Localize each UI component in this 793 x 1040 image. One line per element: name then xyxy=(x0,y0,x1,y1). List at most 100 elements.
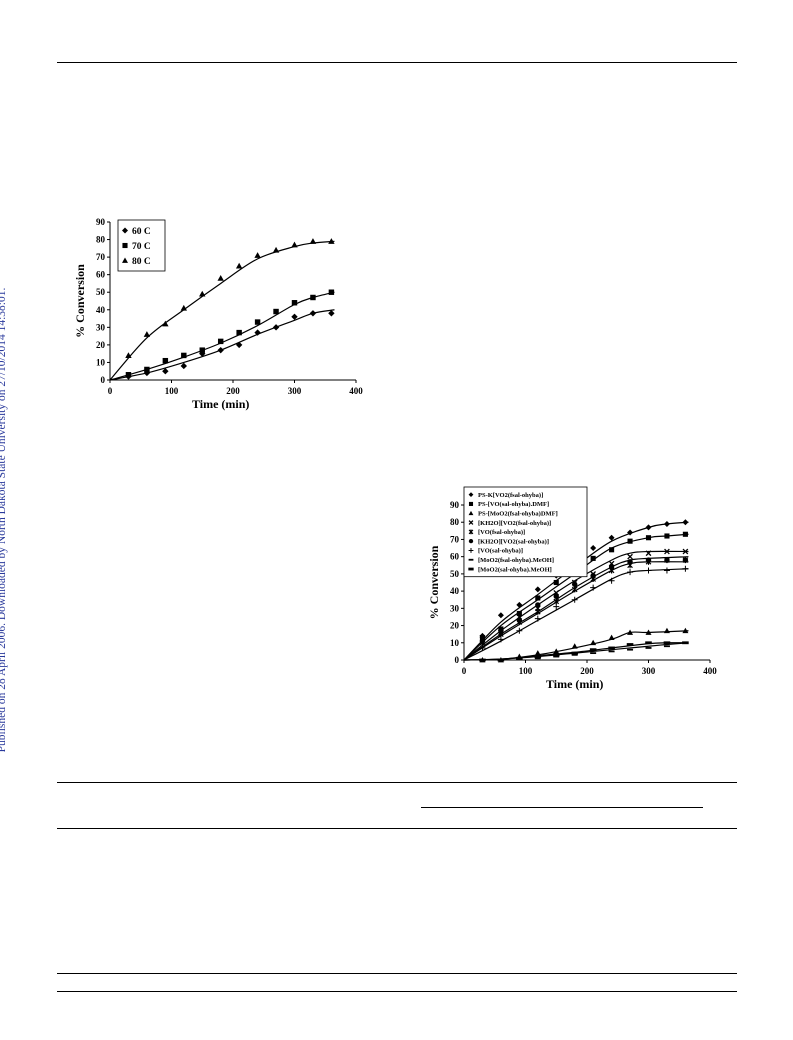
data-point xyxy=(236,329,242,336)
data-point xyxy=(535,602,541,608)
data-point xyxy=(608,650,615,653)
data-point xyxy=(553,579,559,586)
y-tick-label: 70 xyxy=(96,252,106,262)
legend-label: PS-K[VO2(fsal-ohyba)] xyxy=(478,492,543,499)
legend-marker xyxy=(122,242,128,249)
fit-line xyxy=(463,642,689,661)
x-axis-title: Time (min) xyxy=(546,677,603,691)
data-point xyxy=(645,550,652,557)
data-point xyxy=(553,655,560,658)
legend-label: 70 C xyxy=(132,242,151,252)
data-point xyxy=(663,520,670,527)
data-point xyxy=(608,534,615,541)
data-point xyxy=(235,341,243,349)
fit-line xyxy=(463,561,689,661)
x-tick-label: 300 xyxy=(288,386,302,396)
data-point xyxy=(498,628,504,634)
data-point xyxy=(235,262,243,269)
data-point xyxy=(590,652,597,655)
data-point xyxy=(645,524,652,531)
data-point xyxy=(125,372,132,378)
data-point xyxy=(497,636,504,643)
data-point xyxy=(552,653,560,657)
legend: PS-K[VO2(fsal-ohyba)] PS-[VO(sal-ohyba).D… xyxy=(463,486,588,578)
data-point xyxy=(571,643,578,649)
data-point xyxy=(682,627,689,634)
catalyst-conversion-chart: 0 10 20 30 40 50 60 70 80 90 0 100 200 300 400 Time (mi… xyxy=(427,486,717,691)
data-point xyxy=(479,635,485,641)
data-point xyxy=(664,548,670,555)
series-5 xyxy=(463,557,689,661)
legend-marker xyxy=(468,510,474,516)
data-point xyxy=(199,290,206,297)
data-point xyxy=(254,329,261,336)
data-point xyxy=(682,531,688,537)
data-point xyxy=(144,366,150,373)
data-point xyxy=(590,545,597,552)
y-tick-label: 80 xyxy=(96,235,106,245)
data-point xyxy=(516,656,523,660)
y-tick-label: 0 xyxy=(455,655,460,665)
legend-label: [VO(fsal-ohyba)] xyxy=(478,529,525,536)
x-tick-label: 0 xyxy=(108,386,113,396)
data-point xyxy=(309,238,317,244)
legend-label: [MoO2(fsal-ohyba).MeOH] xyxy=(478,557,554,564)
data-point xyxy=(553,603,560,610)
x-tick-label: 400 xyxy=(703,666,717,676)
data-point xyxy=(627,648,634,651)
legend-marker xyxy=(468,558,474,561)
data-point xyxy=(516,601,523,608)
data-point xyxy=(125,352,132,358)
data-point xyxy=(162,320,169,327)
legend-box xyxy=(463,486,588,578)
data-point xyxy=(608,634,615,641)
data-point xyxy=(627,529,634,536)
data-point xyxy=(534,657,541,660)
data-point xyxy=(645,641,652,645)
y-tick-label: 40 xyxy=(450,586,460,596)
data-point xyxy=(682,548,689,555)
footer-rule-1 xyxy=(57,973,737,974)
data-point xyxy=(497,612,504,619)
y-axis-title: % Conversion xyxy=(427,545,441,619)
legend-marker xyxy=(468,520,474,525)
data-point xyxy=(590,639,597,646)
data-point xyxy=(479,638,486,644)
data-point xyxy=(608,564,615,570)
data-point xyxy=(663,567,670,574)
data-point xyxy=(180,362,187,370)
data-point xyxy=(162,368,169,375)
x-axis-title: Time (min) xyxy=(192,397,249,411)
x-tick-label: 200 xyxy=(580,666,594,676)
y-axis-title: % Conversion xyxy=(73,264,87,338)
y-tick-label: 20 xyxy=(450,621,460,631)
section-rule-2 xyxy=(57,828,737,829)
data-point xyxy=(645,535,652,541)
data-point xyxy=(609,547,615,553)
legend-marker xyxy=(122,257,128,263)
data-point xyxy=(571,653,578,656)
legend-label: 60 C xyxy=(132,227,151,237)
data-point xyxy=(291,241,298,248)
data-point xyxy=(663,641,671,645)
legend-label: PS-[MoO2(fsal-ohyba)DMF] xyxy=(478,511,558,518)
legend-label: [KH2O][VO2(sal-ohyba)] xyxy=(478,538,549,545)
data-point xyxy=(627,553,633,560)
legend-label: [KH2O][VO2(fsal-ohyba)] xyxy=(478,520,551,527)
legend-marker xyxy=(468,529,474,535)
y-tick-label: 60 xyxy=(450,552,460,562)
legend-marker xyxy=(468,567,474,571)
data-point xyxy=(682,641,689,645)
data-point xyxy=(534,655,542,658)
data-point xyxy=(273,308,279,315)
data-point xyxy=(645,567,652,574)
data-point xyxy=(663,645,670,648)
legend-marker xyxy=(468,501,474,506)
legend-marker xyxy=(122,227,128,234)
data-point xyxy=(645,647,652,649)
data-point xyxy=(627,538,633,544)
x-tick-label: 100 xyxy=(519,666,533,676)
data-point xyxy=(254,252,261,258)
data-point xyxy=(590,572,596,579)
short-rule xyxy=(421,807,703,808)
